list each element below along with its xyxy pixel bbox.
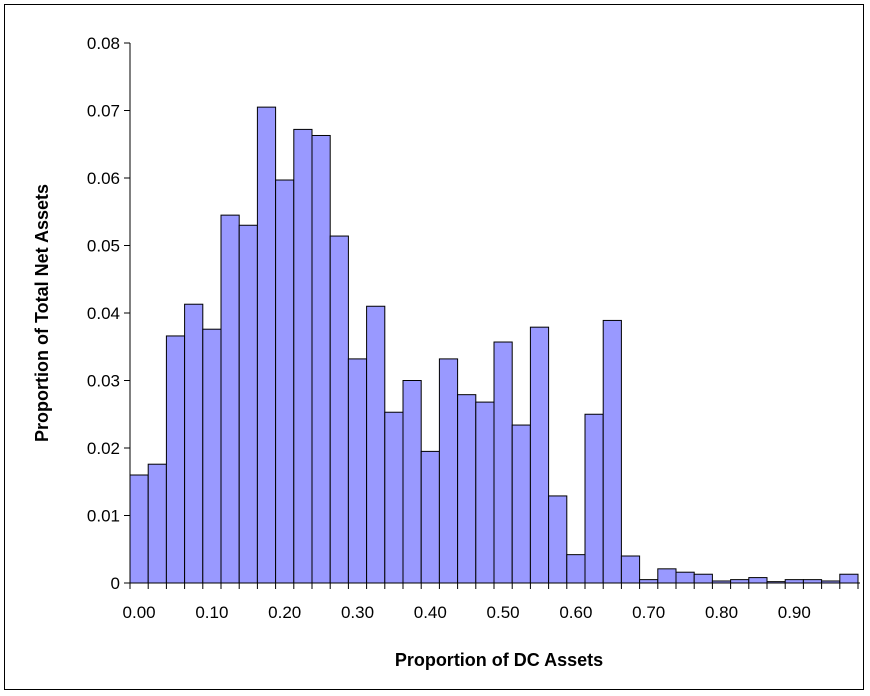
histogram-bar: [366, 305, 386, 584]
x-tick-label: 0.50: [487, 603, 520, 622]
histogram-bar: [657, 568, 677, 584]
y-tick-label: 0.03: [87, 372, 120, 391]
histogram-bar: [129, 474, 149, 584]
histogram-bar: [620, 555, 641, 584]
histogram-bar: [275, 179, 295, 584]
x-tick-label: 0.90: [778, 603, 811, 622]
y-tick-label: 0.08: [87, 34, 120, 53]
histogram-bar: [566, 554, 586, 584]
histogram-bar: [329, 235, 349, 584]
chart-frame: 0 0.01 0.02 0.03 0.04 0.05 0.06 0.07 0.08 0.00 0.…: [4, 4, 864, 690]
histogram-bar: [548, 495, 568, 584]
histogram-bar: [238, 224, 258, 584]
y-tick-label: 0.07: [87, 102, 120, 121]
x-tick-label: 0.30: [341, 603, 374, 622]
histogram-bar: [475, 401, 495, 584]
x-tick-label: 0.70: [632, 603, 665, 622]
x-axis-title: Proportion of DC Assets: [395, 650, 603, 670]
y-tick-label: 0.04: [87, 304, 120, 323]
histogram-bar: [438, 358, 459, 584]
histogram-bar: [220, 214, 240, 584]
histogram-bar: [493, 341, 513, 584]
bars-group: [129, 106, 859, 584]
y-tick-label: 0.05: [87, 237, 120, 256]
histogram-bar: [347, 358, 368, 584]
y-axis-title: Proportion of Total Net Assets: [32, 184, 52, 442]
x-tick-label: 0.80: [705, 603, 738, 622]
histogram-bar: [693, 573, 713, 584]
x-tick-label: 0.40: [414, 603, 447, 622]
histogram-bar: [602, 319, 622, 584]
x-tick-label: 0.00: [123, 603, 156, 622]
histogram-bar: [675, 571, 695, 584]
histogram-bar: [457, 394, 477, 584]
histogram-bar: [511, 424, 531, 584]
histogram-bar: [384, 411, 404, 584]
y-tick-label: 0.06: [87, 169, 120, 188]
histogram-bar: [256, 106, 277, 584]
y-ticks: 0 0.01 0.02 0.03 0.04 0.05 0.06 0.07 0.08: [87, 34, 130, 593]
x-tick-label: 0.60: [559, 603, 592, 622]
histogram-bar: [147, 463, 167, 584]
histogram-bar: [584, 413, 604, 584]
histogram-bar: [184, 303, 204, 584]
y-tick-label: 0.02: [87, 439, 120, 458]
histogram-bar: [839, 573, 859, 584]
histogram-bar: [529, 326, 550, 584]
y-tick-label: 0.01: [87, 507, 120, 526]
histogram-bar: [402, 380, 422, 584]
y-tick-label: 0: [111, 574, 120, 593]
x-tick-label: 0.10: [195, 603, 228, 622]
histogram-bar: [748, 577, 768, 584]
histogram-chart: 00.010.020.030.040.050.060.070.08 0.00 0.…: [32, 34, 860, 670]
x-tick-label: 0.20: [268, 603, 301, 622]
x-ticks: 0.00 0.10 0.20 0.30 0.40 0.50 0.60 0.70 0.80 0.90: [123, 583, 859, 622]
histogram-bar: [165, 335, 186, 584]
histogram-bar: [420, 450, 440, 584]
histogram-bar: [311, 134, 331, 584]
histogram-bar: [202, 328, 222, 584]
histogram-bar: [293, 128, 313, 584]
